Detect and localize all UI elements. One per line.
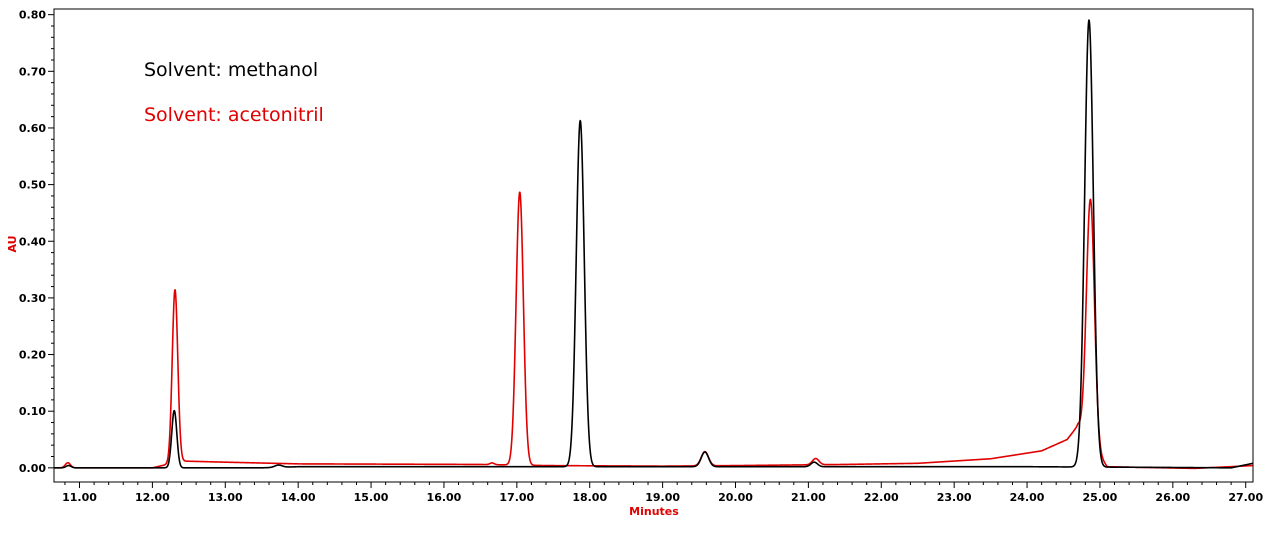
y-tick-label: 0.70 xyxy=(19,65,46,78)
y-axis: 0.00 0.10 0.20 0.30 0.40 0.50 0.60 0.70 0.80 xyxy=(19,9,54,475)
y-axis-title: AU xyxy=(6,235,19,252)
y-tick-label: 0.00 xyxy=(19,462,46,475)
x-tick-label: 27.00 xyxy=(1228,491,1263,504)
x-tick-label: 17.00 xyxy=(499,491,534,504)
series-line-methanol xyxy=(53,19,1254,469)
series-line-acetonitril xyxy=(53,191,1254,470)
legend-entry-methanol: Solvent: methanol xyxy=(144,59,318,81)
y-tick-label: 0.30 xyxy=(19,292,46,305)
x-tick-label: 12.00 xyxy=(135,491,170,504)
x-tick-label: 15.00 xyxy=(354,491,389,504)
x-tick-label: 25.00 xyxy=(1083,491,1118,504)
x-tick-label: 20.00 xyxy=(718,491,753,504)
x-tick-label: 18.00 xyxy=(572,491,607,504)
series-layer xyxy=(53,19,1254,470)
x-axis: 11.00 12.00 13.00 14.00 15.00 16.00 17.00 18.00… xyxy=(62,482,1263,504)
x-tick-label: 19.00 xyxy=(645,491,680,504)
x-tick-label: 22.00 xyxy=(864,491,899,504)
y-tick-label: 0.50 xyxy=(19,179,46,192)
plot-frame xyxy=(53,8,1254,483)
x-tick-label: 26.00 xyxy=(1155,491,1190,504)
x-tick-label: 24.00 xyxy=(1010,491,1045,504)
y-tick-label: 0.20 xyxy=(19,349,46,362)
x-tick-label: 16.00 xyxy=(427,491,462,504)
x-axis-title: Minutes xyxy=(629,505,679,518)
y-tick-label: 0.80 xyxy=(19,9,46,22)
y-tick-label: 0.60 xyxy=(19,122,46,135)
legend-entry-acetonitril: Solvent: acetonitril xyxy=(144,104,324,126)
y-tick-label: 0.10 xyxy=(19,405,46,418)
x-tick-label: 13.00 xyxy=(208,491,243,504)
x-tick-label: 21.00 xyxy=(791,491,826,504)
x-tick-label: 14.00 xyxy=(281,491,316,504)
y-tick-label: 0.40 xyxy=(19,235,46,248)
x-tick-label: 11.00 xyxy=(62,491,97,504)
x-tick-label: 23.00 xyxy=(937,491,972,504)
